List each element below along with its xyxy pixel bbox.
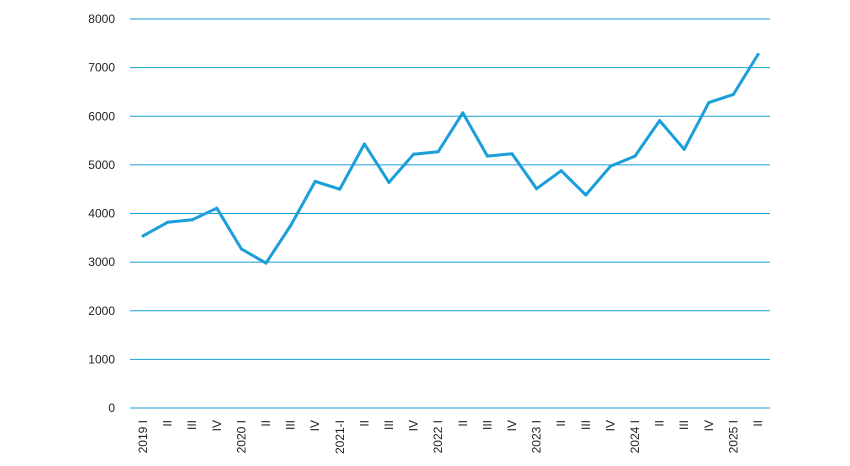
data-point xyxy=(707,101,711,105)
x-tick-label: III xyxy=(185,420,199,430)
data-point xyxy=(166,220,170,224)
x-tick-label: IV xyxy=(702,420,716,431)
series-layer xyxy=(141,52,760,265)
y-tick-label: 8000 xyxy=(88,12,115,26)
x-tick-label: II xyxy=(161,420,175,427)
series-line xyxy=(141,53,760,265)
grid-layer xyxy=(130,18,770,409)
x-tick-label: 2021-I xyxy=(333,420,347,454)
data-point xyxy=(633,154,637,158)
x-tick-label: 2020 I xyxy=(234,420,248,453)
x-tick-label: IV xyxy=(603,420,617,431)
x-tick-label: III xyxy=(480,420,494,430)
data-point xyxy=(756,52,760,56)
data-point xyxy=(387,180,391,184)
y-axis-ticks: 0 1000 2000 3000 4000 5000 6000 7000 8000 xyxy=(88,12,115,415)
data-point xyxy=(559,169,563,173)
y-tick-label: 4000 xyxy=(88,207,115,221)
data-point xyxy=(362,142,366,146)
x-tick-label: II xyxy=(456,420,470,427)
y-tick-label: 2000 xyxy=(88,304,115,318)
data-point xyxy=(313,179,317,183)
data-point xyxy=(215,206,219,210)
y-tick-label: 1000 xyxy=(88,352,115,366)
x-tick-label: III xyxy=(579,420,593,430)
data-point xyxy=(264,261,268,265)
data-point xyxy=(412,152,416,156)
data-point xyxy=(584,193,588,197)
data-point xyxy=(289,224,293,228)
x-tick-label: III xyxy=(284,420,298,430)
x-tick-label: IV xyxy=(505,420,519,431)
data-point xyxy=(535,187,539,191)
data-point xyxy=(731,92,735,96)
data-point xyxy=(436,150,440,154)
data-point xyxy=(682,147,686,151)
x-tick-label: 2019 I xyxy=(136,420,150,453)
x-tick-label: II xyxy=(653,420,667,427)
x-axis-ticks: 2019 I II III IV 2020 I II III IV 2021-I II III IV 2… xyxy=(136,420,765,454)
data-point xyxy=(510,152,514,156)
x-tick-label: II xyxy=(259,420,273,427)
x-tick-label: 2022 I xyxy=(431,420,445,453)
data-point xyxy=(485,154,489,158)
x-tick-label: 2023 I xyxy=(530,420,544,453)
x-tick-label: 2024 I xyxy=(628,420,642,453)
data-point xyxy=(608,164,612,168)
x-tick-label: III xyxy=(382,420,396,430)
x-tick-label: II xyxy=(751,420,765,427)
x-tick-label: III xyxy=(677,420,691,430)
x-tick-label: II xyxy=(554,420,568,427)
y-tick-label: 0 xyxy=(108,401,115,415)
data-point xyxy=(239,247,243,251)
x-tick-label: 2025 I xyxy=(726,420,740,453)
data-point xyxy=(190,218,194,222)
data-point xyxy=(338,187,342,191)
x-tick-label: IV xyxy=(308,420,322,431)
x-tick-label: IV xyxy=(407,420,421,431)
y-tick-label: 6000 xyxy=(88,109,115,123)
data-point xyxy=(658,119,662,123)
y-tick-label: 3000 xyxy=(88,255,115,269)
x-tick-label: II xyxy=(357,420,371,427)
data-point xyxy=(141,234,145,238)
x-tick-label: IV xyxy=(210,420,224,431)
data-point xyxy=(461,111,465,115)
y-tick-label: 7000 xyxy=(88,61,115,75)
y-tick-label: 5000 xyxy=(88,158,115,172)
